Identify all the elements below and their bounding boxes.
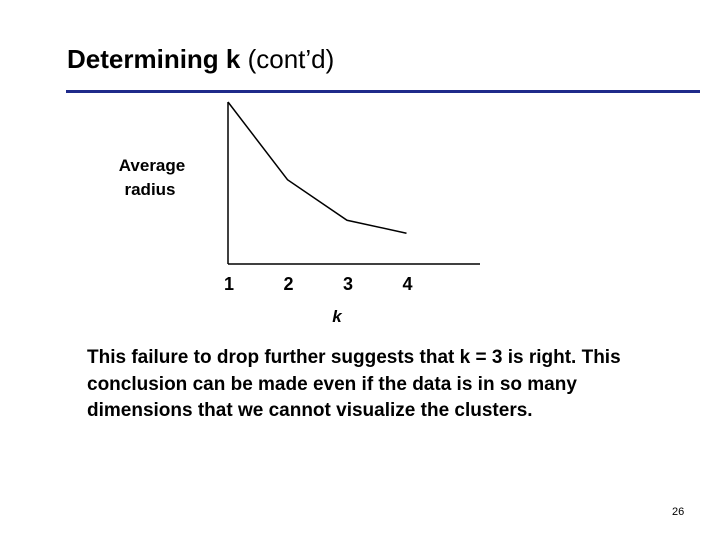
body-text: This failure to drop further suggests th…: [87, 347, 621, 421]
x-tick-label: 3: [343, 274, 353, 294]
x-tick-label: 4: [402, 274, 412, 294]
y-axis-label-line-1: Average: [119, 156, 185, 175]
x-tick-label: 2: [283, 274, 293, 294]
title-bold: Determining k: [67, 44, 241, 74]
title-rule: [66, 90, 700, 93]
page-number: 26: [672, 506, 685, 518]
y-axis-label-line-2: radius: [124, 180, 175, 199]
x-tick-label: 1: [224, 274, 234, 294]
series-line: [227, 101, 407, 234]
slide-title: Determining k (cont’d): [67, 44, 334, 75]
title-rest: (cont’d): [240, 44, 335, 74]
x-axis-label: k: [332, 307, 343, 326]
